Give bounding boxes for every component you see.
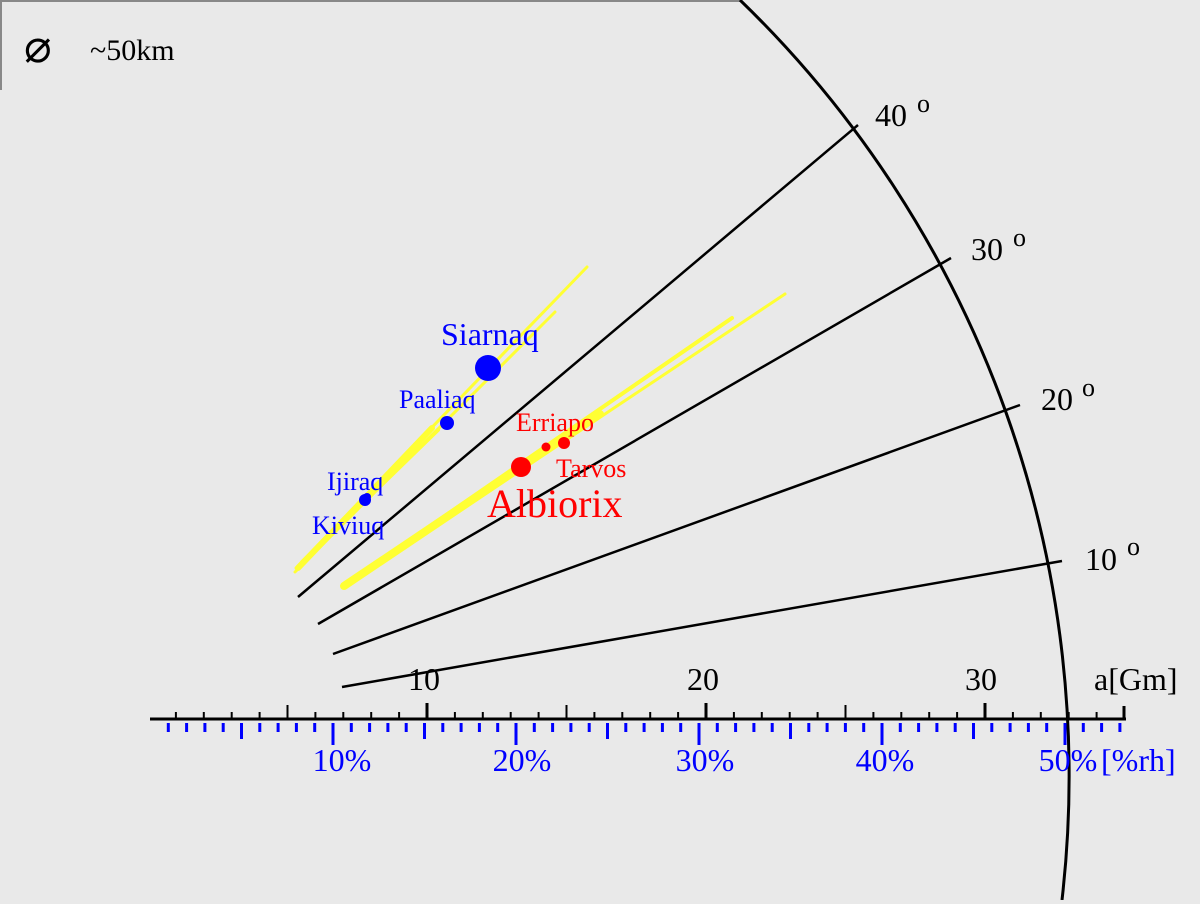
inclination-degree-40: o — [917, 89, 930, 118]
moon-paaliaq — [440, 416, 454, 430]
bottom-axis-label-50: 50% — [1039, 742, 1098, 778]
top-axis-unit: a[Gm] — [1094, 661, 1178, 697]
top-axis-label-30: 30 — [965, 661, 997, 697]
bottom-axis-label-10: 10% — [313, 742, 372, 778]
gallic-range-tarvos — [340, 410, 604, 590]
bottom-axis-label-30: 30% — [676, 742, 735, 778]
moon-label-tarvos: Tarvos — [556, 454, 626, 483]
legend: ⌀ ~50km — [0, 0, 740, 90]
moon-label-ijiraq: Ijiraq — [327, 467, 383, 496]
top-axis-label-10: 10 — [408, 661, 440, 697]
moon-label-siarnaq: Siarnaq — [441, 316, 539, 352]
moon-label-kiviuq: Kiviuq — [312, 511, 384, 540]
inclination-lines — [297, 124, 1063, 689]
moon-tarvos — [558, 437, 570, 449]
inclination-label-30: 30 — [971, 231, 1003, 267]
moon-siarnaq — [475, 355, 501, 381]
inclination-label-20: 20 — [1041, 381, 1073, 417]
top-axis-label-20: 20 — [687, 661, 719, 697]
inclination-degree-20: o — [1082, 373, 1095, 402]
inclination-label-40: 40 — [875, 97, 907, 133]
moons — [359, 355, 570, 506]
inclination-line-10 — [341, 559, 1063, 689]
inclination-line-30 — [317, 256, 952, 626]
legend-frame — [0, 0, 740, 90]
moon-label-albiorix: Albiorix — [487, 481, 623, 526]
moon-albiorix — [511, 457, 531, 477]
inclination-degree-30: o — [1013, 223, 1026, 252]
bottom-axis-label-20: 20% — [493, 742, 552, 778]
inclination-label-10: 10 — [1085, 541, 1117, 577]
moon-labels: Siarnaq Paaliaq Ijiraq Kiviuq Albiorix E… — [312, 316, 626, 540]
moon-label-paaliaq: Paaliaq — [399, 385, 476, 414]
bottom-axis-unit: [%rh] — [1101, 742, 1176, 778]
top-axis-ticks — [174, 703, 1098, 719]
inclination-degree-10: o — [1127, 532, 1140, 561]
moon-erriapo — [541, 442, 551, 452]
top-axis-labels: 10 20 30 a[Gm] — [408, 661, 1178, 697]
legend-diameter-symbol: ⌀ — [24, 21, 52, 72]
bottom-axis-ticks — [166, 723, 1122, 745]
inclination-labels: 10 o 20 o 30 o 40 o — [875, 89, 1140, 577]
inclination-line-40 — [297, 124, 859, 598]
moon-kiviuq — [363, 493, 371, 501]
moon-label-erriapo: Erriapo — [516, 408, 594, 437]
outer-orbit-arc — [738, 0, 1071, 901]
bottom-axis-labels: 10% 20% 30% 40% 50% [%rh] — [313, 742, 1176, 778]
legend-size-text: ~50km — [90, 34, 175, 67]
inclination-line-20 — [332, 403, 1021, 656]
bottom-axis-label-40: 40% — [856, 742, 915, 778]
